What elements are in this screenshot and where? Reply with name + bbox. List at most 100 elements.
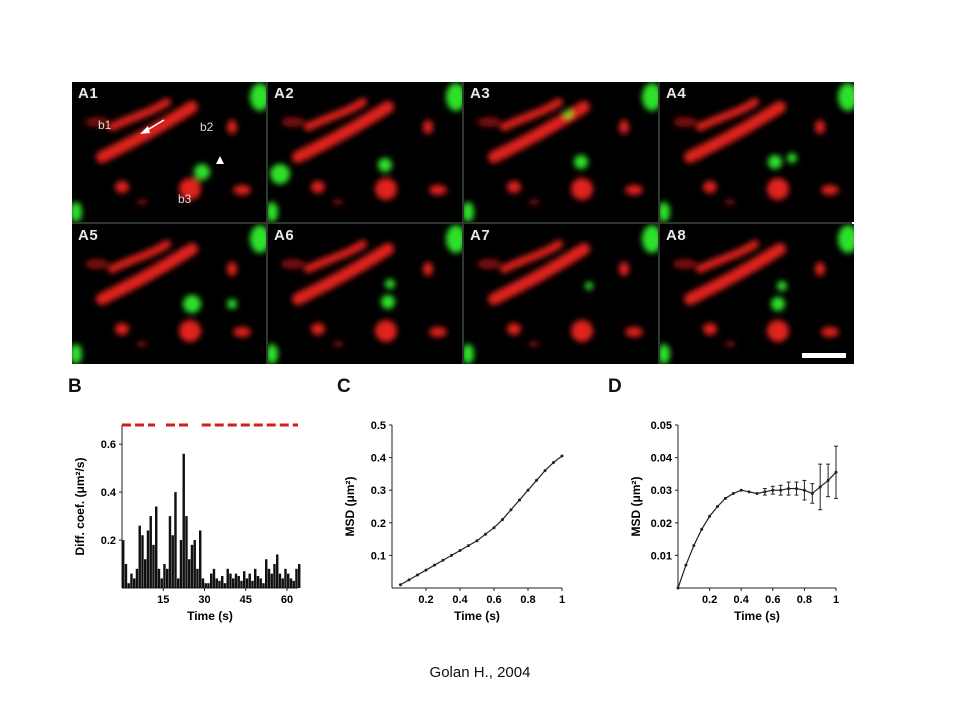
bar xyxy=(234,573,238,588)
y-tick-label: 0.2 xyxy=(371,518,386,530)
bar xyxy=(259,578,262,588)
bar xyxy=(223,583,227,588)
micrograph-image xyxy=(660,83,854,222)
bar xyxy=(243,571,246,588)
x-tick-label: 1 xyxy=(833,594,839,606)
bar xyxy=(207,583,210,588)
x-tick-label: 30 xyxy=(198,594,210,606)
y-tick-label: 0.5 xyxy=(371,420,386,432)
data-point xyxy=(700,527,704,531)
bar xyxy=(232,578,235,588)
data-point xyxy=(518,498,521,502)
data-point xyxy=(475,539,479,543)
bar xyxy=(278,573,282,588)
data-point xyxy=(676,586,680,590)
micrograph-image xyxy=(268,83,462,222)
msd-line xyxy=(400,455,563,586)
bar xyxy=(248,573,251,588)
data-point xyxy=(458,549,462,553)
data-point xyxy=(416,573,419,577)
micrograph-tile-a7: A7 xyxy=(464,224,658,364)
y-axis-label: MSD (μm²) xyxy=(629,476,643,536)
bar xyxy=(289,578,293,588)
x-tick-label: 0.2 xyxy=(702,594,717,606)
bar xyxy=(152,544,155,588)
bar xyxy=(226,568,229,588)
panel-letter-b: B xyxy=(68,376,82,397)
bar xyxy=(168,516,172,588)
bar xyxy=(155,506,158,588)
bar xyxy=(130,573,133,588)
micrograph-image xyxy=(464,83,658,222)
bar xyxy=(262,583,265,588)
x-tick-label: 0.6 xyxy=(486,594,501,606)
bar xyxy=(133,578,136,588)
bar xyxy=(149,516,152,588)
chart-d: 0.2 0.4 0.6 0.8 1 0.01 0.02 0.03 0.04 0.05 Time (s… xyxy=(629,420,839,623)
y-tick-label: 0.02 xyxy=(651,518,672,530)
panel-label: A7 xyxy=(470,227,491,244)
micrograph-tile-a8: A8 xyxy=(660,224,854,364)
bar xyxy=(276,554,279,588)
data-point xyxy=(484,532,487,536)
x-tick-label: 0.8 xyxy=(520,594,535,606)
y-tick-label: 0.1 xyxy=(371,550,386,562)
data-point xyxy=(716,505,719,508)
data-point xyxy=(708,514,712,518)
bar xyxy=(245,578,249,588)
bar xyxy=(122,540,125,588)
data-point xyxy=(692,544,696,548)
x-tick-label: 0.6 xyxy=(765,594,780,606)
bar xyxy=(179,540,183,588)
x-tick-label: 0.4 xyxy=(734,594,750,606)
data-point xyxy=(467,544,470,548)
data-point xyxy=(723,496,727,500)
micrograph-image xyxy=(464,225,658,364)
y-tick-label: 0.4 xyxy=(101,487,117,499)
bar xyxy=(127,583,130,588)
bar xyxy=(292,580,295,588)
bar xyxy=(177,578,180,588)
bar xyxy=(163,564,166,588)
bar xyxy=(265,559,268,588)
bar xyxy=(237,576,240,588)
bar xyxy=(256,576,260,588)
bar xyxy=(166,568,169,588)
bar xyxy=(254,568,257,588)
x-tick-label: 1 xyxy=(559,594,565,606)
bar xyxy=(138,525,141,588)
chart-b: 15 30 45 60 0.2 0.4 0.6 Time (s) Diff. coef. (μm… xyxy=(73,423,301,623)
micrograph-grid: A1 b1 b2 b3 A2 A3 A4 A5 A6 A7 A8 xyxy=(72,82,854,364)
data-point xyxy=(433,563,436,567)
annotation-b2: b2 xyxy=(200,120,214,134)
panel-label: A2 xyxy=(274,85,295,102)
y-tick-label: 0.04 xyxy=(651,453,673,465)
y-tick-label: 0.2 xyxy=(101,535,116,547)
data-point xyxy=(739,488,743,492)
bar xyxy=(287,573,290,588)
panel-label: A5 xyxy=(78,227,99,244)
data-point xyxy=(755,491,759,495)
panel-label: A8 xyxy=(666,227,687,244)
micrograph-image xyxy=(72,225,266,364)
data-point xyxy=(560,454,564,458)
y-axis-label: MSD (μm²) xyxy=(343,476,357,536)
panel-label: A6 xyxy=(274,227,295,244)
chart-c: 0.2 0.4 0.6 0.8 1 0.1 0.2 0.3 0.4 0.5 Time (s) MSD … xyxy=(343,420,565,623)
bar xyxy=(146,530,150,588)
citation-caption: Golan H., 2004 xyxy=(429,664,531,681)
arrowhead-icon xyxy=(140,126,150,134)
data-point xyxy=(407,578,411,582)
micrograph-image xyxy=(268,225,462,364)
bar xyxy=(199,530,202,588)
bar xyxy=(144,559,147,588)
panel-label: A4 xyxy=(666,85,687,102)
bar xyxy=(160,578,163,588)
bar xyxy=(281,578,284,588)
micrograph-tile-a1: A1 b1 b2 b3 xyxy=(72,82,266,222)
bar xyxy=(212,568,216,588)
panel-letter-c: C xyxy=(337,376,351,397)
data-point xyxy=(535,478,538,482)
bar xyxy=(251,580,254,588)
x-axis-label: Time (s) xyxy=(734,609,780,623)
